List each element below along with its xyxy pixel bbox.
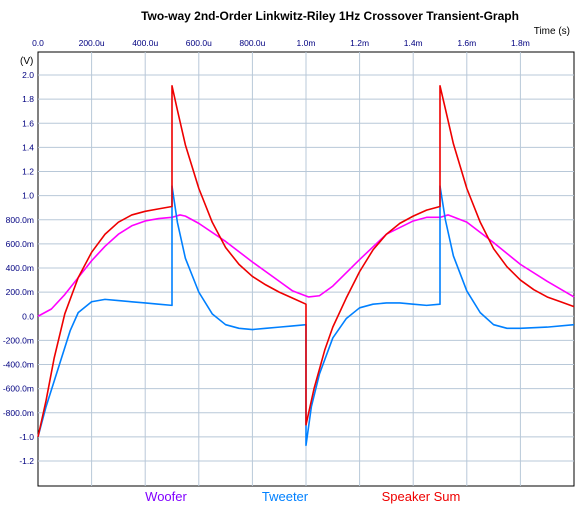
x-tick-label: 1.2m — [350, 38, 369, 48]
legend-item-woofer: Woofer — [145, 489, 187, 504]
legend: Woofer Tweeter Speaker Sum — [145, 489, 460, 504]
x-tick-label: 400.0u — [132, 38, 158, 48]
x-tick-label: 0.0 — [32, 38, 44, 48]
y-tick-label: -800.0m — [3, 408, 34, 418]
y-tick-label: 600.0m — [6, 239, 34, 249]
x-tick-label: 1.6m — [457, 38, 476, 48]
y-tick-labels: 2.0 1.8 1.6 1.4 1.2 1.0 800.0m 600.0m 400.0m 200.… — [3, 70, 34, 466]
y-tick-label: 0.0 — [22, 311, 34, 321]
x-tick-label: 1.4m — [404, 38, 423, 48]
x-tick-label: 1.0m — [297, 38, 316, 48]
y-tick-label: -600.0m — [3, 384, 34, 394]
y-tick-label: 1.8 — [22, 94, 34, 104]
legend-item-tweeter: Tweeter — [262, 489, 309, 504]
y-tick-label: 2.0 — [22, 70, 34, 80]
y-tick-label: 1.0 — [22, 191, 34, 201]
x-tick-labels: 0.0 200.0u 400.0u 600.0u 800.0u 1.0m 1.2m 1.4m 1… — [32, 38, 530, 48]
y-tick-label: 200.0m — [6, 287, 34, 297]
y-tick-label: 400.0m — [6, 263, 34, 273]
y-axis-label: (V) — [20, 56, 33, 67]
series-lines — [37, 85, 575, 447]
x-tick-label: 600.0u — [186, 38, 212, 48]
y-tick-label: 1.6 — [22, 118, 34, 128]
chart-title: Two-way 2nd-Order Linkwitz-Riley 1Hz Cro… — [141, 9, 519, 23]
x-tick-label: 1.8m — [511, 38, 530, 48]
series-line-speaker-sum — [37, 85, 575, 438]
y-tick-label: 1.4 — [22, 142, 34, 152]
y-tick-label: -1.2 — [19, 456, 34, 466]
legend-item-speaker-sum: Speaker Sum — [382, 489, 461, 504]
y-tick-label: -200.0m — [3, 335, 34, 345]
x-tick-label: 800.0u — [239, 38, 265, 48]
series-line-woofer — [37, 214, 575, 317]
y-tick-label: -1.0 — [19, 432, 34, 442]
y-tick-label: 1.2 — [22, 167, 34, 177]
y-tick-label: -400.0m — [3, 360, 34, 370]
y-tick-label: 800.0m — [6, 215, 34, 225]
x-tick-label: 200.0u — [79, 38, 105, 48]
x-axis-label: Time (s) — [534, 26, 570, 37]
series-line-tweeter — [37, 185, 575, 447]
